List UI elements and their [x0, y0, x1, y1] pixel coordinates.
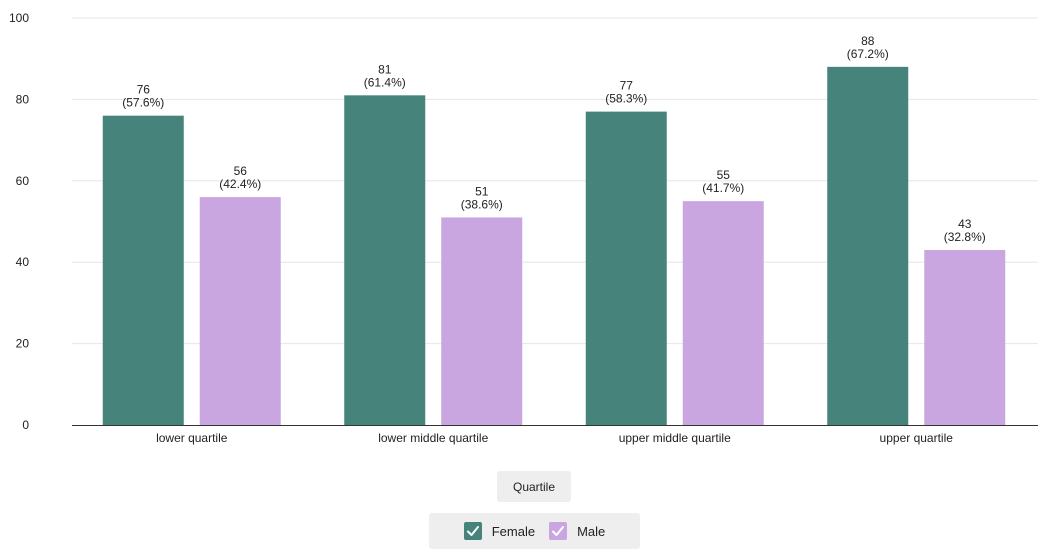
data-labels: 76(57.6%) 56(42.4%) 81(61.4%) 51(38.6%) 77(5…: [122, 34, 986, 244]
data-label-value: 43: [958, 217, 972, 231]
legend-item-male[interactable]: Male: [549, 522, 605, 540]
x-category-label: lower middle quartile: [378, 431, 488, 445]
data-label-percent: (57.6%): [122, 96, 164, 110]
y-tick-label: 100: [9, 11, 29, 25]
check-icon: [552, 526, 565, 536]
data-label-percent: (41.7%): [702, 181, 744, 195]
data-label-value: 56: [234, 164, 248, 178]
bars: [102, 66, 1006, 426]
data-label-value: 88: [861, 34, 875, 48]
legend-label-female: Female: [491, 523, 536, 539]
bar-male[interactable]: [924, 249, 1006, 425]
bar-female[interactable]: [585, 111, 667, 426]
bar-male[interactable]: [682, 201, 764, 425]
y-tick-label: 40: [16, 255, 30, 269]
data-label-percent: (32.8%): [944, 230, 986, 244]
y-axis-ticks: 0 20 40 60 80 100: [9, 11, 29, 432]
bar-male[interactable]: [441, 217, 523, 425]
x-category-label: upper quartile: [880, 431, 954, 445]
legend-swatch-male: [549, 522, 568, 540]
data-label-value: 51: [475, 184, 489, 198]
data-label-value: 76: [137, 83, 151, 97]
x-category-label: upper middle quartile: [619, 431, 731, 445]
legend-item-female[interactable]: Female: [463, 522, 536, 540]
data-label-percent: (58.3%): [605, 92, 647, 106]
data-label-value: 81: [378, 62, 392, 76]
y-tick-label: 60: [16, 174, 30, 188]
bar-female[interactable]: [102, 115, 184, 426]
data-label-percent: (67.2%): [847, 47, 889, 61]
y-tick-label: 80: [16, 92, 30, 106]
x-axis-title-text: Quartile: [512, 479, 556, 494]
data-label-percent: (61.4%): [364, 75, 406, 89]
check-icon: [466, 526, 479, 536]
legend: Female Male: [429, 513, 640, 549]
data-label-percent: (42.4%): [219, 177, 261, 191]
x-axis-categories: lower quartile lower middle quartile upper…: [156, 431, 953, 445]
data-label-percent: (38.6%): [461, 197, 503, 211]
y-tick-label: 0: [22, 418, 29, 432]
data-label-value: 55: [717, 168, 731, 182]
x-category-label: lower quartile: [156, 431, 228, 445]
bar-female[interactable]: [827, 66, 909, 425]
y-tick-label: 20: [16, 337, 30, 351]
bar-female[interactable]: [344, 95, 426, 425]
data-label-value: 77: [620, 79, 634, 93]
bar-male[interactable]: [199, 197, 281, 425]
x-axis-title: Quartile: [497, 471, 571, 502]
legend-label-male: Male: [577, 523, 606, 539]
legend-swatch-female: [463, 522, 482, 540]
